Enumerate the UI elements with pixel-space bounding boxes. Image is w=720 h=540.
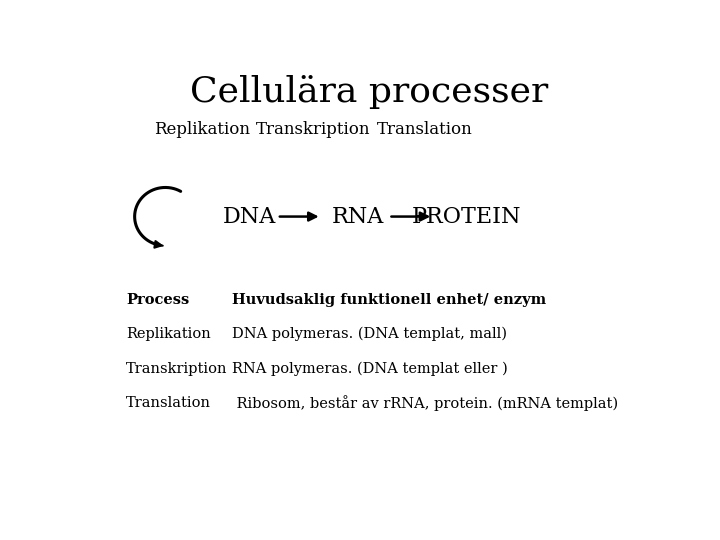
Text: Replikation: Replikation xyxy=(126,327,211,341)
Text: Huvudsaklig funktionell enhet/ enzym: Huvudsaklig funktionell enhet/ enzym xyxy=(233,293,546,307)
Text: RNA polymeras. (DNA templat eller ): RNA polymeras. (DNA templat eller ) xyxy=(233,362,508,376)
Text: Process: Process xyxy=(126,293,189,307)
Text: Replikation: Replikation xyxy=(153,121,250,138)
Text: Transkription: Transkription xyxy=(126,362,228,376)
Text: Transkription: Transkription xyxy=(256,121,371,138)
Text: RNA: RNA xyxy=(332,206,384,227)
Text: DNA polymeras. (DNA templat, mall): DNA polymeras. (DNA templat, mall) xyxy=(233,327,508,341)
Text: Translation: Translation xyxy=(377,121,472,138)
Text: DNA: DNA xyxy=(222,206,276,227)
Text: Cellulära processer: Cellulära processer xyxy=(190,75,548,109)
Text: PROTEIN: PROTEIN xyxy=(412,206,521,227)
Text: Ribosom, består av rRNA, protein. (mRNA templat): Ribosom, består av rRNA, protein. (mRNA … xyxy=(233,395,618,411)
Text: Translation: Translation xyxy=(126,396,211,410)
